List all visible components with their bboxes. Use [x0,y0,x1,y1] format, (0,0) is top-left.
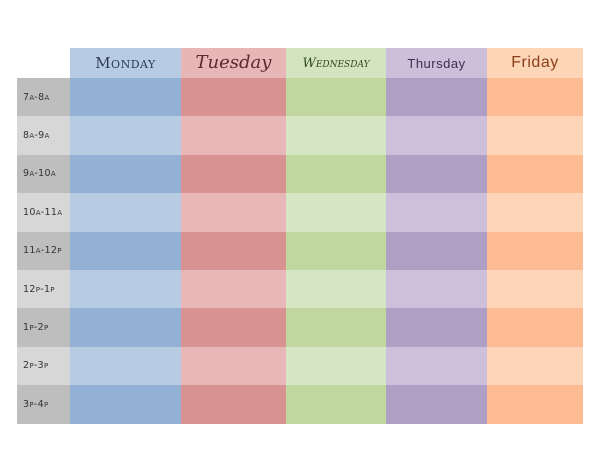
schedule-cell-monday[interactable] [70,78,181,117]
schedule-cell-monday[interactable] [70,231,181,270]
schedule-cell-wednesday[interactable] [286,231,386,270]
day-label-thursday: Thursday [407,55,466,71]
schedule-cell-tuesday[interactable] [181,308,286,347]
time-slot-label: 9a-10a [17,154,70,194]
schedule-cell-friday[interactable] [487,193,583,232]
schedule-cell-monday[interactable] [70,269,181,309]
time-slot-label: 1p-2p [17,308,70,347]
schedule-cell-monday[interactable] [70,116,181,155]
schedule-cell-thursday[interactable] [386,154,487,194]
schedule-cell-friday[interactable] [487,154,583,194]
time-slot-label: 3p-4p [17,385,70,424]
time-slot-label: 11a-12p [17,231,70,270]
day-label-friday: Friday [511,54,559,71]
schedule-cell-wednesday[interactable] [286,78,386,117]
schedule-cell-monday[interactable] [70,385,181,424]
day-label-tuesday: Tuesday [195,52,272,73]
schedule-cell-monday[interactable] [70,193,181,232]
schedule-cell-friday[interactable] [487,346,583,386]
time-slot-label: 12p-1p [17,269,70,309]
schedule-cell-friday[interactable] [487,385,583,424]
day-label-monday: Monday [95,53,156,72]
schedule-cell-thursday[interactable] [386,385,487,424]
header-tuesday: Tuesday [181,48,286,78]
time-slot-label: 10a-11a [17,193,70,232]
time-slot-label: 2p-3p [17,346,70,386]
schedule-cell-friday[interactable] [487,116,583,155]
schedule-cell-monday[interactable] [70,346,181,386]
schedule-cell-tuesday[interactable] [181,385,286,424]
header-monday: Monday [70,48,181,78]
schedule-cell-thursday[interactable] [386,78,487,117]
schedule-cell-wednesday[interactable] [286,346,386,386]
schedule-cell-thursday[interactable] [386,308,487,347]
time-slot-label: 7a-8a [17,78,70,117]
schedule-cell-wednesday[interactable] [286,385,386,424]
schedule-cell-thursday[interactable] [386,116,487,155]
header-corner [17,48,70,78]
schedule-cell-thursday[interactable] [386,193,487,232]
schedule-cell-wednesday[interactable] [286,116,386,155]
schedule-cell-friday[interactable] [487,78,583,117]
schedule-cell-thursday[interactable] [386,231,487,270]
schedule-cell-tuesday[interactable] [181,116,286,155]
schedule-cell-monday[interactable] [70,154,181,194]
header-friday: Friday [487,48,583,78]
schedule-cell-wednesday[interactable] [286,193,386,232]
header-thursday: Thursday [386,48,487,78]
schedule-cell-friday[interactable] [487,308,583,347]
schedule-cell-wednesday[interactable] [286,269,386,309]
schedule-cell-thursday[interactable] [386,269,487,309]
time-slot-label: 8a-9a [17,116,70,155]
day-label-wednesday: Wednesday [302,55,370,71]
schedule-cell-tuesday[interactable] [181,193,286,232]
schedule-cell-tuesday[interactable] [181,154,286,194]
schedule-cell-friday[interactable] [487,231,583,270]
schedule-cell-thursday[interactable] [386,346,487,386]
schedule-cell-tuesday[interactable] [181,231,286,270]
schedule-cell-wednesday[interactable] [286,154,386,194]
schedule-cell-wednesday[interactable] [286,308,386,347]
weekly-schedule-grid: Monday Tuesday Wednesday Thursday Friday… [17,48,583,424]
header-wednesday: Wednesday [286,48,386,78]
schedule-cell-tuesday[interactable] [181,78,286,117]
schedule-cell-friday[interactable] [487,269,583,309]
schedule-cell-tuesday[interactable] [181,269,286,309]
schedule-cell-tuesday[interactable] [181,346,286,386]
schedule-cell-monday[interactable] [70,308,181,347]
